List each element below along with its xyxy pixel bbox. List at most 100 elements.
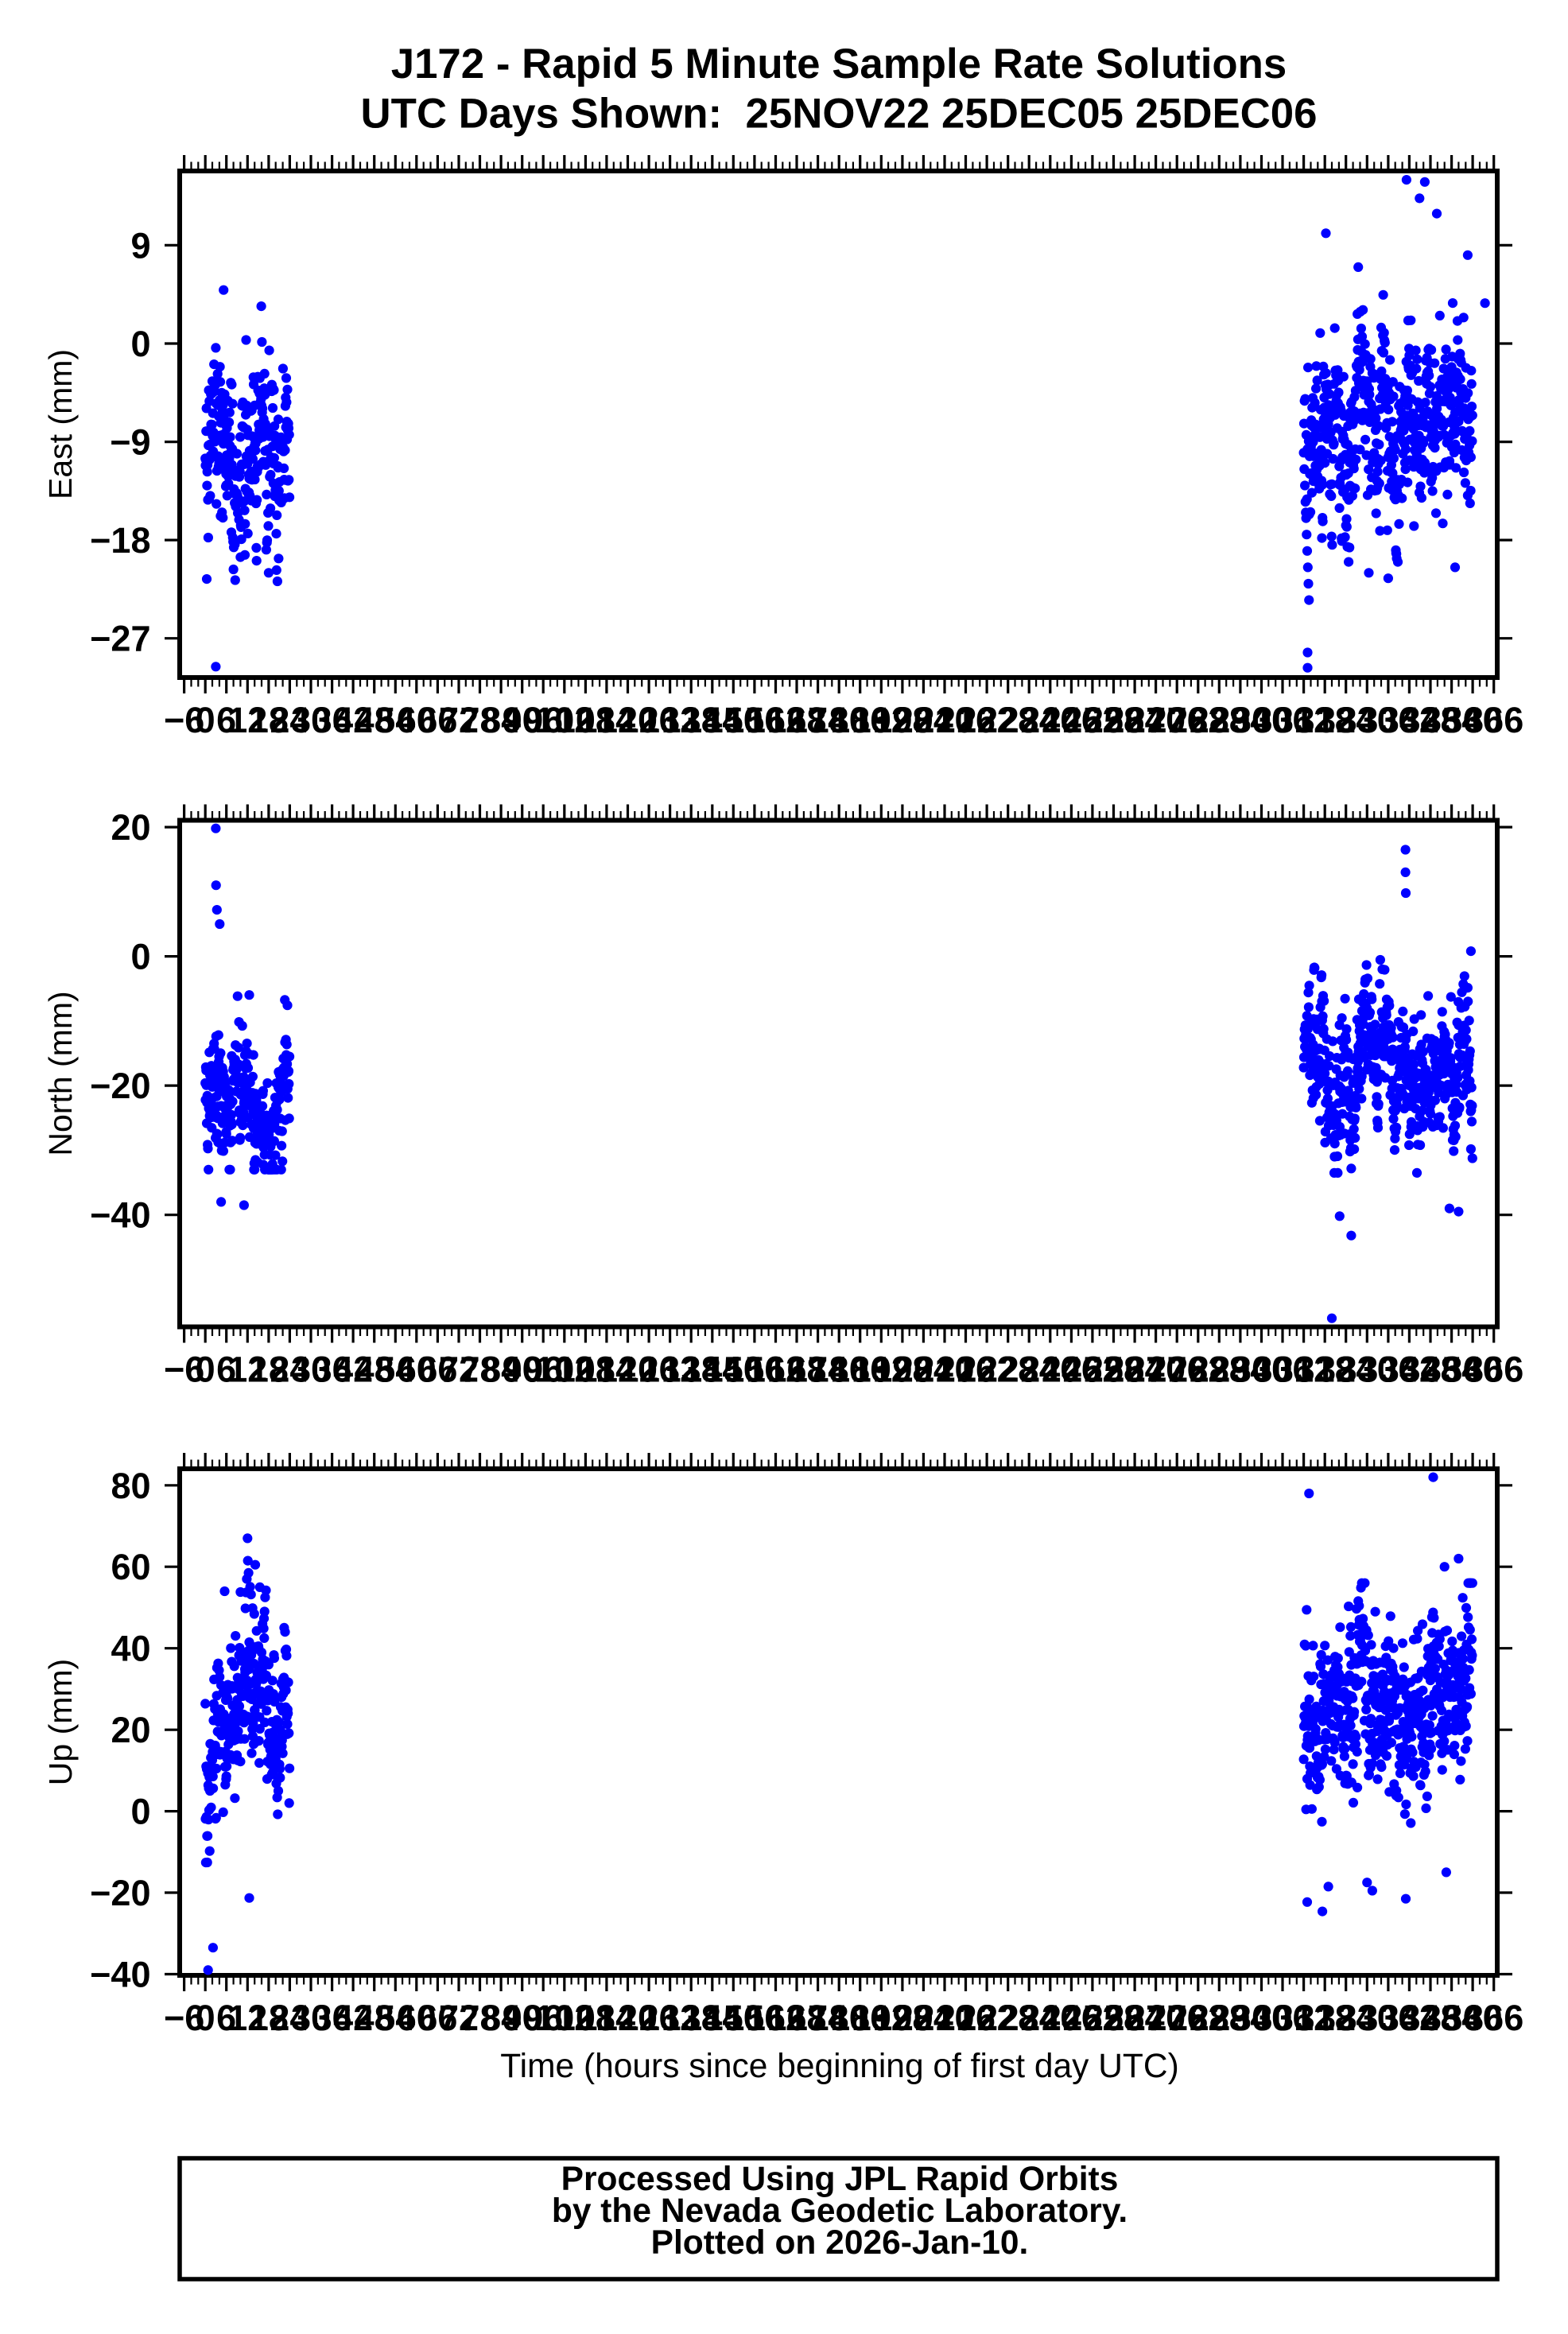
svg-text:156: 156 xyxy=(724,1349,784,1389)
svg-text:324: 324 xyxy=(1316,1998,1376,2038)
svg-text:282: 282 xyxy=(1168,1998,1228,2038)
svg-text:234: 234 xyxy=(999,1998,1059,2038)
svg-text:366: 366 xyxy=(1464,1349,1523,1389)
svg-text:6: 6 xyxy=(216,1349,236,1389)
svg-text:330: 330 xyxy=(1337,1349,1397,1389)
svg-text:144: 144 xyxy=(682,700,742,740)
svg-text:0: 0 xyxy=(130,1792,150,1832)
svg-text:78: 78 xyxy=(460,700,499,740)
svg-text:336: 336 xyxy=(1358,1998,1418,2038)
svg-text:18: 18 xyxy=(249,1349,289,1389)
svg-text:102: 102 xyxy=(534,700,594,740)
svg-text:12: 12 xyxy=(227,1998,267,2038)
svg-text:240: 240 xyxy=(1020,700,1080,740)
svg-text:264: 264 xyxy=(1105,700,1165,740)
svg-text:318: 318 xyxy=(1295,700,1355,740)
svg-text:162: 162 xyxy=(746,1998,805,2038)
svg-text:264: 264 xyxy=(1105,1349,1165,1389)
svg-text:270: 270 xyxy=(1126,1349,1186,1389)
svg-text:108: 108 xyxy=(556,1998,615,2038)
svg-text:114: 114 xyxy=(578,700,636,740)
svg-text:234: 234 xyxy=(999,700,1059,740)
svg-text:120: 120 xyxy=(598,1349,658,1389)
svg-text:60: 60 xyxy=(397,1349,437,1389)
svg-text:138: 138 xyxy=(662,1349,721,1389)
svg-text:120: 120 xyxy=(598,700,658,740)
svg-text:78: 78 xyxy=(460,1998,499,2038)
svg-text:24: 24 xyxy=(270,700,309,740)
svg-text:366: 366 xyxy=(1464,1998,1523,2038)
svg-text:−40: −40 xyxy=(90,1955,150,1995)
svg-text:54: 54 xyxy=(375,1998,415,2038)
svg-text:UTC Days Shown: 25NOV22 25DEC: UTC Days Shown: 25NOV22 25DEC05 25DEC06 xyxy=(360,91,1317,138)
svg-text:66: 66 xyxy=(417,700,457,740)
svg-text:360: 360 xyxy=(1443,700,1503,740)
svg-text:126: 126 xyxy=(619,1349,679,1389)
svg-text:108: 108 xyxy=(556,1349,615,1389)
svg-text:84: 84 xyxy=(481,1349,521,1389)
svg-text:204: 204 xyxy=(894,700,953,740)
svg-text:300: 300 xyxy=(1232,1998,1291,2038)
svg-text:288: 288 xyxy=(1190,1349,1249,1389)
svg-text:282: 282 xyxy=(1168,1349,1228,1389)
svg-text:20: 20 xyxy=(111,807,150,848)
svg-text:36: 36 xyxy=(312,1349,352,1389)
svg-text:330: 330 xyxy=(1337,700,1397,740)
svg-text:186: 186 xyxy=(830,1349,890,1389)
svg-text:108: 108 xyxy=(556,700,615,740)
svg-text:30: 30 xyxy=(291,700,331,740)
svg-text:198: 198 xyxy=(872,700,932,740)
svg-text:198: 198 xyxy=(872,1349,932,1389)
svg-text:192: 192 xyxy=(852,700,911,740)
svg-text:228: 228 xyxy=(978,1998,1038,2038)
svg-text:288: 288 xyxy=(1190,700,1249,740)
svg-text:126: 126 xyxy=(619,1998,679,2038)
svg-text:30: 30 xyxy=(291,1349,331,1389)
svg-text:348: 348 xyxy=(1400,1998,1460,2038)
svg-text:168: 168 xyxy=(767,700,826,740)
svg-text:132: 132 xyxy=(640,700,700,740)
svg-text:294: 294 xyxy=(1210,1998,1270,2038)
svg-text:252: 252 xyxy=(1062,1349,1122,1389)
svg-text:Processed Using JPL Rapid Orbi: Processed Using JPL Rapid Orbits xyxy=(561,2161,1119,2198)
svg-text:12: 12 xyxy=(227,1349,267,1389)
svg-text:360: 360 xyxy=(1443,1349,1503,1389)
svg-text:18: 18 xyxy=(249,1998,289,2038)
svg-text:234: 234 xyxy=(999,1349,1059,1389)
svg-text:168: 168 xyxy=(767,1349,826,1389)
svg-text:North (mm): North (mm) xyxy=(42,991,79,1155)
svg-text:−20: −20 xyxy=(90,1873,150,1913)
svg-text:342: 342 xyxy=(1380,1998,1439,2038)
svg-text:228: 228 xyxy=(978,700,1038,740)
svg-text:318: 318 xyxy=(1295,1349,1355,1389)
svg-text:192: 192 xyxy=(852,1349,911,1389)
svg-text:162: 162 xyxy=(746,1349,805,1389)
svg-text:186: 186 xyxy=(830,1998,890,2038)
svg-text:−6: −6 xyxy=(164,700,204,740)
svg-text:246: 246 xyxy=(1042,1349,1101,1389)
svg-text:60: 60 xyxy=(111,1547,150,1587)
svg-text:J172 - Rapid 5 Minute Sample R: J172 - Rapid 5 Minute Sample Rate Soluti… xyxy=(391,41,1287,87)
svg-text:54: 54 xyxy=(375,1349,415,1389)
svg-text:Time (hours since beginning of: Time (hours since beginning of first day… xyxy=(500,2048,1178,2085)
svg-text:180: 180 xyxy=(809,700,869,740)
svg-text:114: 114 xyxy=(578,1349,636,1389)
svg-text:336: 336 xyxy=(1358,1349,1418,1389)
svg-text:48: 48 xyxy=(355,1349,394,1389)
svg-text:270: 270 xyxy=(1126,1998,1186,2038)
svg-text:270: 270 xyxy=(1126,700,1186,740)
svg-text:−18: −18 xyxy=(90,520,150,561)
svg-text:Plotted on 2026-Jan-10.: Plotted on 2026-Jan-10. xyxy=(651,2224,1029,2262)
svg-text:24: 24 xyxy=(270,1349,309,1389)
svg-text:222: 222 xyxy=(957,700,1017,740)
svg-text:90: 90 xyxy=(503,1349,542,1389)
svg-text:240: 240 xyxy=(1020,1349,1080,1389)
svg-text:216: 216 xyxy=(936,700,996,740)
svg-text:168: 168 xyxy=(767,1998,826,2038)
svg-text:318: 318 xyxy=(1295,1998,1355,2038)
svg-text:72: 72 xyxy=(439,700,479,740)
svg-text:132: 132 xyxy=(640,1349,700,1389)
svg-text:354: 354 xyxy=(1422,1349,1481,1389)
svg-text:186: 186 xyxy=(830,700,890,740)
svg-text:312: 312 xyxy=(1274,700,1333,740)
